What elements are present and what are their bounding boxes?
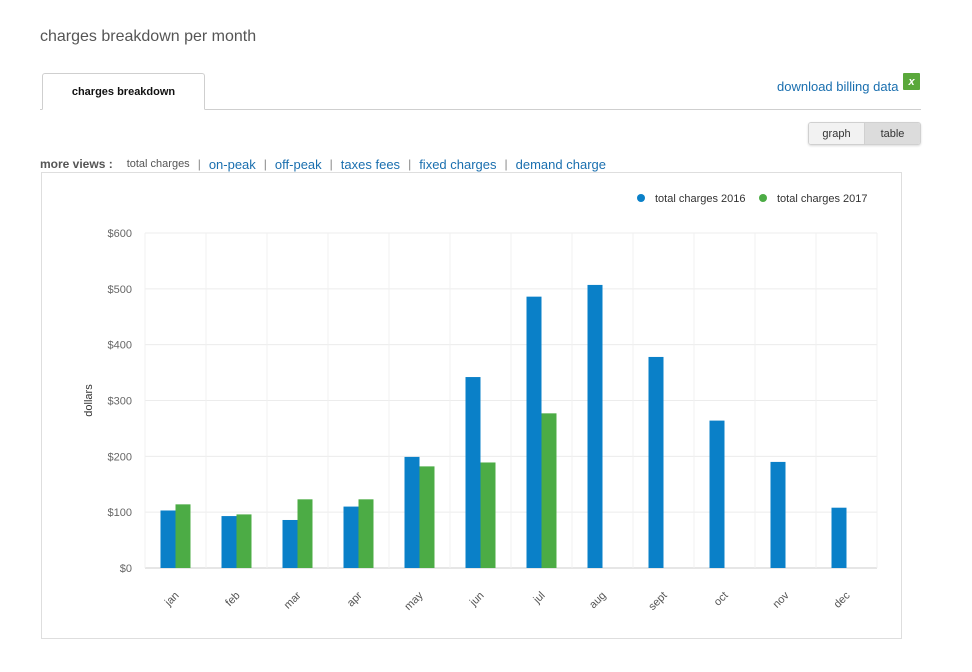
x-tick-label: oct (712, 590, 731, 609)
more-views-bar: more views : total charges | on-peak | o… (40, 155, 606, 173)
y-tick-label: $0 (120, 563, 132, 575)
bar-2017-feb (236, 514, 252, 568)
x-tick-label: may (402, 589, 426, 613)
x-tick-label: apr (345, 589, 365, 609)
bar-chart: $0 $100 $200 $300 $400 $500 $600 dollars jan feb m… (83, 193, 878, 613)
y-tick-label: $100 (108, 507, 132, 519)
separator: | (197, 157, 201, 171)
tab-charges-breakdown[interactable]: charges breakdown (42, 73, 205, 110)
view-link-fixed-charges[interactable]: fixed charges (419, 156, 497, 172)
tab-bar: charges breakdown (40, 73, 921, 110)
bar-2017-apr (358, 499, 374, 568)
bar-2017-may (419, 466, 435, 568)
x-tick-label: jun (467, 590, 487, 610)
x-tick-label: jul (531, 590, 548, 607)
y-axis-label: dollars (83, 384, 95, 417)
y-tick-label: $500 (108, 284, 132, 296)
x-tick-label: mar (282, 589, 304, 611)
separator: | (263, 157, 267, 171)
separator: | (504, 157, 508, 171)
bar-2016-feb (221, 516, 237, 568)
bar-2016-may (404, 456, 420, 568)
x-tick-label: nov (771, 589, 792, 610)
bar-2016-mar (282, 519, 298, 568)
y-tick-label: $400 (108, 340, 132, 352)
x-tick-label: sept (646, 590, 669, 613)
legend-marker-2016 (637, 194, 645, 202)
view-link-demand-charge[interactable]: demand charge (515, 156, 606, 172)
bar-2016-sept (648, 356, 664, 568)
bar-2016-nov (770, 461, 786, 568)
view-link-taxes-fees[interactable]: taxes fees (340, 156, 401, 172)
excel-icon[interactable]: x (903, 73, 920, 90)
y-tick-label: $600 (108, 228, 132, 240)
y-tick-label: $300 (108, 396, 132, 408)
legend-marker-2017 (759, 194, 767, 202)
bar-2017-jun (480, 462, 496, 568)
chart-container: $0 $100 $200 $300 $400 $500 $600 dollars jan feb m… (41, 172, 902, 639)
bar-2016-dec (831, 507, 847, 568)
graph-button[interactable]: graph (809, 123, 865, 144)
bar-2016-jan (160, 510, 176, 568)
x-tick-label: dec (832, 589, 853, 610)
bar-2016-jul (526, 296, 542, 568)
table-button[interactable]: table (865, 123, 920, 144)
x-tick-label: jan (162, 590, 182, 610)
bar-2017-mar (297, 499, 313, 568)
x-tick-label: feb (223, 590, 242, 609)
separator: | (329, 157, 333, 171)
view-toggle: graph table (808, 122, 921, 145)
legend-label-2016: total charges 2016 (655, 193, 746, 205)
bar-2017-jan (175, 504, 191, 568)
bar-2017-jul (541, 413, 557, 568)
page-title: charges breakdown per month (40, 28, 257, 45)
download-billing-data-link[interactable]: download billing data (777, 79, 899, 94)
bar-2016-aug (587, 284, 603, 568)
more-views-label: more views : (40, 157, 113, 171)
view-link-on-peak[interactable]: on-peak (208, 156, 256, 172)
view-link-off-peak[interactable]: off-peak (274, 156, 322, 172)
more-views-current: total charges (126, 158, 190, 170)
separator: | (408, 157, 412, 171)
legend-label-2017: total charges 2017 (777, 193, 868, 205)
x-tick-label: aug (587, 590, 608, 611)
bar-2016-oct (709, 420, 725, 568)
y-tick-label: $200 (108, 451, 132, 463)
bar-2016-apr (343, 506, 359, 568)
bar-2016-jun (465, 377, 481, 568)
